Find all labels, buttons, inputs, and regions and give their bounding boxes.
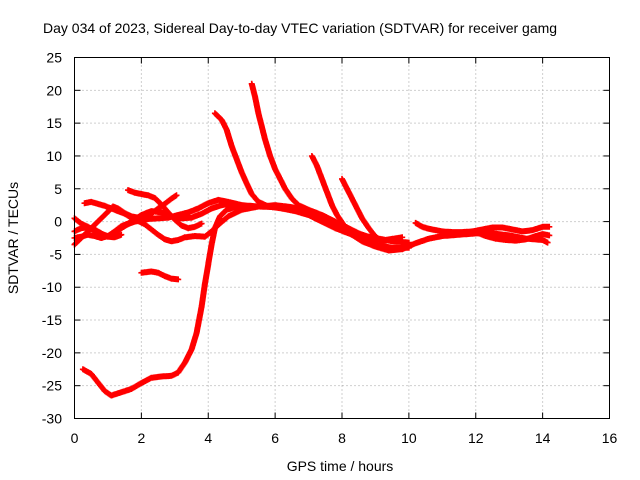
- y-tick-label: 20: [46, 82, 62, 98]
- series-markers-sat-a: [79, 204, 252, 399]
- x-tick-label: 2: [137, 430, 145, 446]
- data-series: [71, 80, 553, 399]
- x-tick-label: 14: [535, 430, 551, 446]
- grid: [74, 57, 610, 419]
- x-axis-label: GPS time / hours: [287, 458, 394, 474]
- y-tick-label: 5: [54, 181, 62, 197]
- x-tick-label: 0: [71, 430, 79, 446]
- y-axis-label: SDTVAR / TECUs: [5, 182, 21, 294]
- y-tick-label: 10: [46, 148, 62, 164]
- y-tick-label: -25: [42, 378, 62, 394]
- chart-title: Day 034 of 2023, Sidereal Day-to-day VTE…: [43, 20, 557, 36]
- series-markers-sat-m: [412, 219, 553, 236]
- y-tick-label: -20: [42, 345, 62, 361]
- x-tick-label: 12: [468, 430, 484, 446]
- series-markers-sat-b: [211, 110, 406, 243]
- y-tick-label: 25: [46, 50, 62, 66]
- series-markers-sat-j: [125, 187, 205, 232]
- x-tick-label: 4: [204, 430, 212, 446]
- axis-tick-labels: 0 2 4 6 8 10 12 14 16 -30 -25 -20 -15 -10 -5 0 5 10 15 20 25: [42, 50, 618, 447]
- x-tick-label: 10: [401, 430, 417, 446]
- x-tick-label: 8: [338, 430, 346, 446]
- y-tick-label: -10: [42, 279, 62, 295]
- y-tick-label: -15: [42, 312, 62, 328]
- series-markers-sat-h: [81, 198, 412, 246]
- plot-frame: [74, 57, 610, 419]
- y-tick-label: 15: [46, 115, 62, 131]
- series-markers-sat-l: [138, 268, 182, 283]
- x-tick-label: 16: [602, 430, 618, 446]
- y-tick-label: -5: [50, 246, 63, 262]
- series-markers-sat-n: [472, 229, 553, 244]
- x-tick-label: 6: [271, 430, 279, 446]
- y-tick-label: -30: [42, 411, 62, 427]
- y-tick-label: 0: [54, 214, 62, 230]
